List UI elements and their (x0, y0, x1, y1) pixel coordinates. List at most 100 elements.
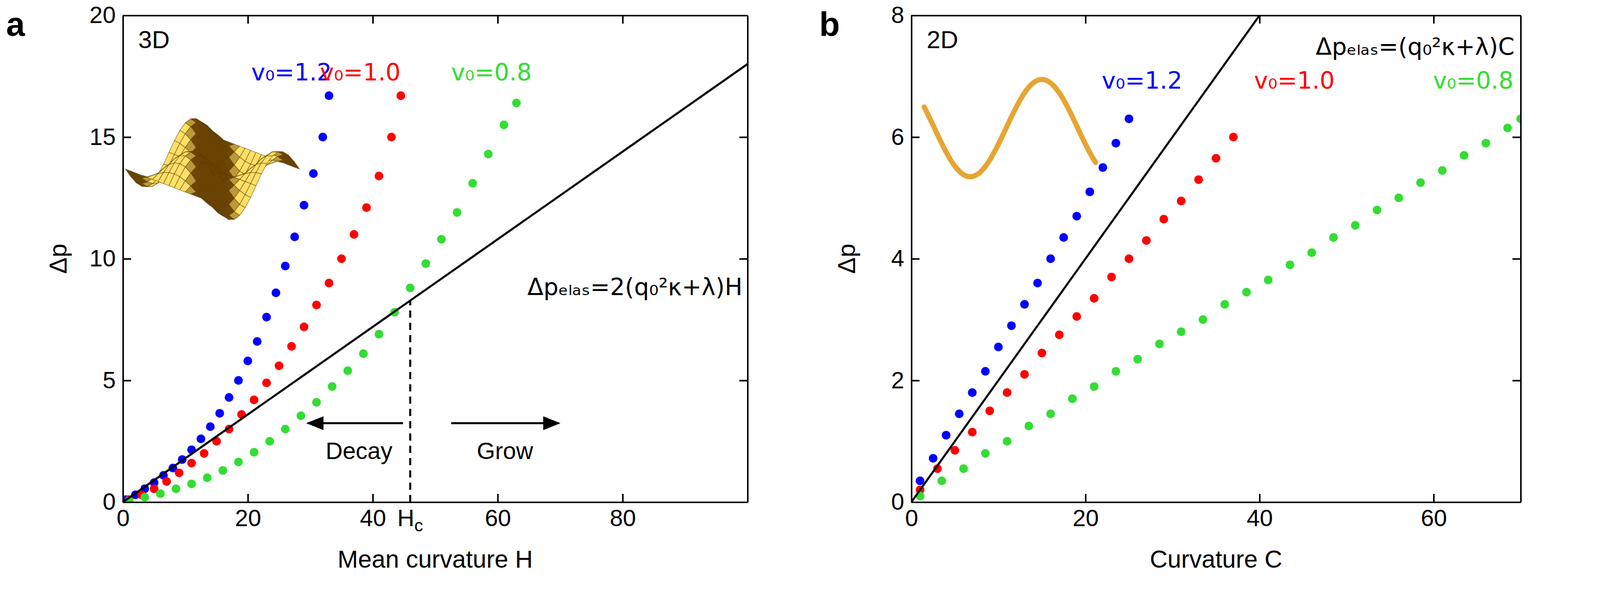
tick (1512, 380, 1521, 381)
tick-mark (739, 258, 748, 260)
point (1372, 205, 1382, 215)
tick: 6 (890, 123, 920, 151)
point (1242, 287, 1251, 297)
line (122, 64, 748, 502)
x-axis-top (911, 15, 1522, 24)
point (224, 392, 234, 402)
point (1046, 409, 1056, 418)
point (1072, 311, 1082, 321)
tick-mark (1084, 15, 1087, 24)
series-label: v₀=1.0 (1253, 66, 1335, 95)
y-axis-title: Δp (44, 243, 72, 274)
axis-line (123, 501, 749, 503)
point (1107, 272, 1117, 282)
series (124, 98, 521, 503)
series (915, 114, 1134, 485)
point (1124, 114, 1134, 123)
x-axis: 0204060 (905, 493, 1522, 531)
point (968, 388, 977, 397)
tick (739, 501, 748, 503)
tick-mark (122, 14, 132, 17)
tick-mark (911, 14, 920, 17)
point (937, 476, 947, 485)
point (968, 427, 977, 437)
tick: 20 (89, 1, 132, 29)
point (205, 421, 215, 431)
tick-mark (497, 15, 499, 24)
tick (622, 15, 624, 24)
inset-surface-cell (261, 155, 273, 164)
point (324, 278, 334, 288)
point (1133, 354, 1143, 364)
inset-surface-cell (212, 206, 224, 217)
point (1307, 248, 1317, 258)
annotation: Hc (397, 504, 423, 535)
panel: 02040608005101520Mean curvature HΔpa3DHc… (6, 1, 749, 573)
tick (1512, 258, 1521, 260)
y-axis-right (1512, 15, 1522, 503)
tick-label: 10 (89, 244, 116, 272)
tick-label: 4 (890, 244, 905, 272)
point (994, 342, 1004, 352)
axis-line (123, 14, 749, 17)
tick-mark (622, 15, 624, 24)
tick-label: 60 (1420, 504, 1447, 531)
point (1459, 151, 1469, 160)
point (1055, 330, 1064, 339)
tick: 60 (1420, 493, 1447, 531)
point (1194, 175, 1204, 184)
tick: 20 (1072, 493, 1099, 531)
point (928, 453, 938, 463)
point (243, 356, 253, 366)
point (249, 447, 259, 457)
point (1059, 232, 1069, 242)
point (281, 261, 290, 271)
tick: 10 (89, 244, 132, 272)
point (1329, 232, 1338, 242)
tick (739, 15, 748, 16)
tick-mark (1259, 493, 1261, 502)
point (215, 408, 225, 418)
panel-letter: b (819, 5, 840, 44)
point (1111, 366, 1121, 376)
tick-mark (1512, 258, 1521, 260)
point (374, 329, 384, 339)
point (980, 449, 990, 458)
y-axis: 02468 (890, 1, 920, 515)
tick-mark (122, 379, 132, 382)
point (299, 200, 309, 210)
tick: 15 (89, 123, 132, 151)
tick-label: 6 (890, 123, 905, 151)
point (1090, 381, 1099, 391)
point (171, 483, 181, 493)
point (309, 168, 318, 178)
inset-surface-cell (190, 192, 202, 198)
line-label: Δpₑₗₐₛ=(q₀²κ+λ)C (1315, 32, 1515, 61)
point (262, 378, 271, 388)
point (287, 342, 296, 351)
point (1481, 138, 1491, 148)
panel: 020406002468Curvature CΔpb2Dv₀=1.2v₀=1.0… (819, 1, 1526, 573)
line (911, 15, 1260, 502)
point (156, 488, 165, 498)
tick-mark (372, 15, 374, 24)
line-label: Δpₑₗₐₛ=2(q₀²κ+λ)H (527, 272, 743, 301)
point (954, 409, 964, 418)
point (361, 203, 371, 212)
tick-label: 20 (89, 1, 116, 29)
inset-surface-cell (266, 151, 278, 156)
axis-line (911, 501, 1522, 503)
y-axis-right (739, 15, 749, 503)
series-label: v₀=0.8 (1433, 66, 1514, 95)
point (1142, 236, 1151, 245)
series (122, 91, 334, 502)
inset-surface-cell (256, 162, 267, 175)
tick: 2 (890, 366, 920, 394)
tick-mark (1512, 136, 1521, 139)
series (915, 114, 1522, 500)
panel-title: 2D (926, 26, 958, 54)
point (985, 406, 995, 415)
point (233, 375, 243, 385)
x-axis-title: Curvature C (1149, 545, 1283, 573)
point (1024, 421, 1034, 431)
